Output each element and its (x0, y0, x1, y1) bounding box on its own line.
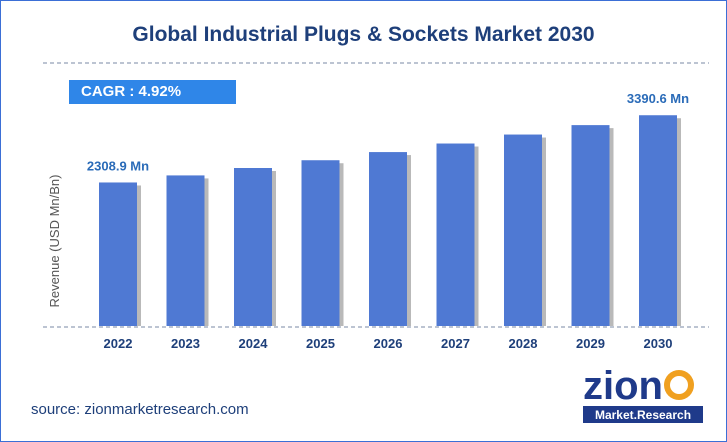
bar-2025 (301, 160, 340, 326)
bar-2029 (571, 125, 610, 326)
bar-2028 (504, 134, 542, 326)
data-label-2022: 2308.9 Mn (87, 158, 149, 173)
y-axis-label: Revenue (USD Mn/Bn) (47, 175, 62, 308)
source-text: source: zionmarketresearch.com (31, 401, 249, 418)
chart-title: Global Industrial Plugs & Sockets Market… (132, 23, 595, 46)
x-tick-label-2023: 2023 (171, 336, 200, 351)
bar-2022 (99, 182, 137, 326)
cagr-value: 4.92% (138, 83, 182, 100)
logo-sub: Market.Research (595, 408, 691, 422)
x-tick-label-2022: 2022 (104, 336, 133, 351)
x-tick-label-2027: 2027 (441, 336, 470, 351)
bar-2024 (234, 168, 272, 326)
data-label-2030: 3390.6 Mn (627, 91, 689, 106)
bar-2030 (639, 115, 677, 326)
cagr-badge: CAGR : 4.92% (69, 80, 236, 104)
bar-group: 2022 2308.9 Mn 2023 2024 2025 2026 2027 2028 202… (87, 91, 689, 351)
bar-2026 (369, 152, 407, 326)
bar-2023 (166, 175, 205, 326)
x-tick-label-2024: 2024 (239, 336, 269, 351)
x-tick-label-2030: 2030 (644, 336, 673, 351)
x-tick-label-2029: 2029 (576, 336, 605, 351)
cagr-label: CAGR : (81, 83, 135, 100)
zion-logo: zion Market.Research (583, 364, 703, 423)
bar-2027 (436, 143, 475, 326)
x-tick-label-2028: 2028 (509, 336, 538, 351)
x-tick-label-2025: 2025 (306, 336, 335, 351)
x-tick-label-2026: 2026 (374, 336, 403, 351)
logo-word: zion (583, 364, 663, 408)
